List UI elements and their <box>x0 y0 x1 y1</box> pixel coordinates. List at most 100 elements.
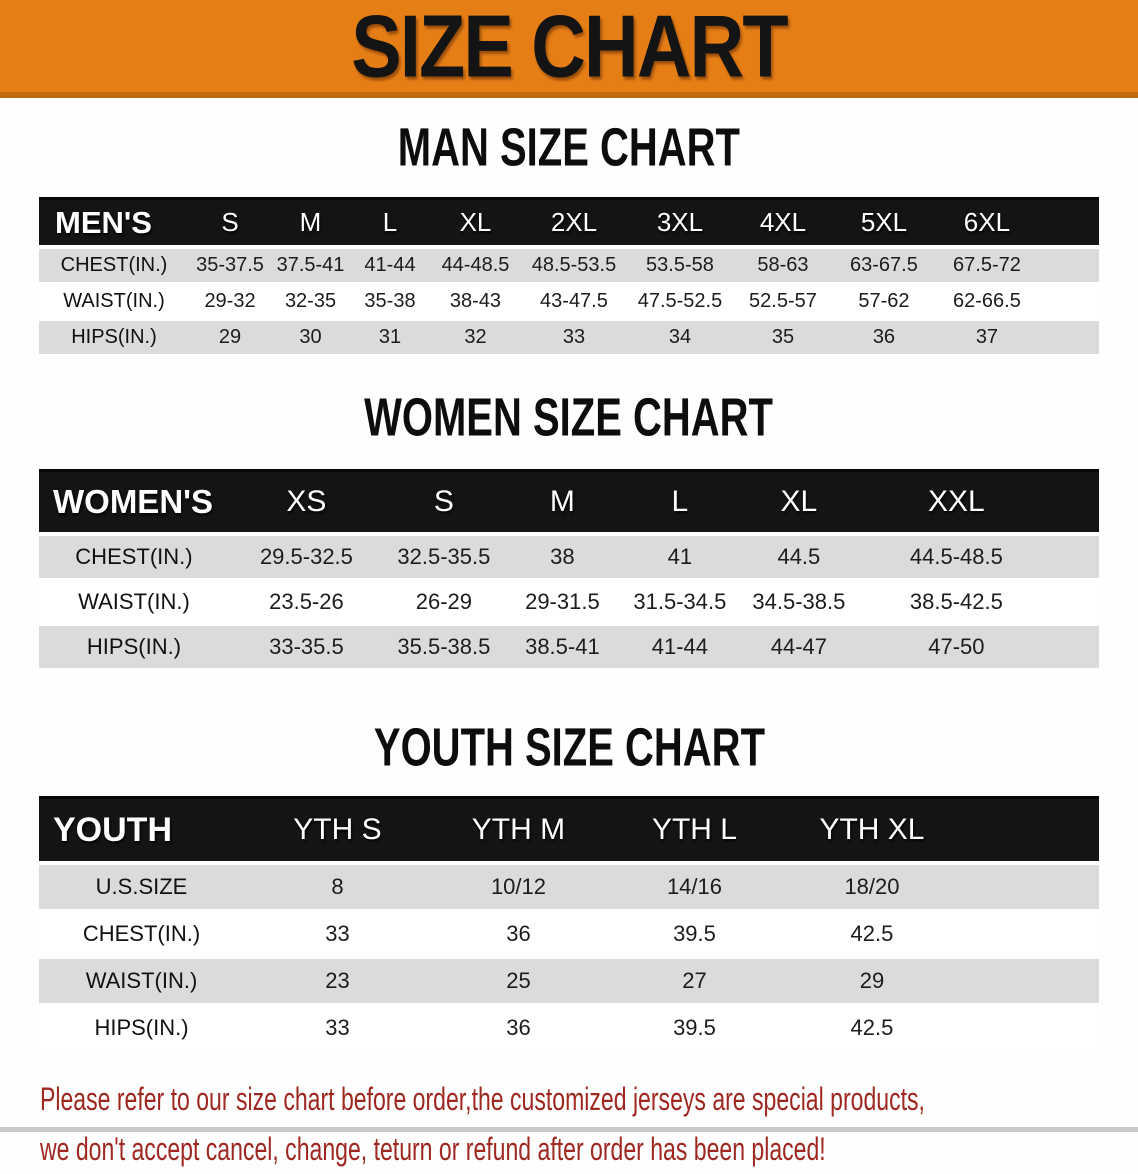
youth-size-column-header: YTH XL <box>782 796 961 865</box>
youth-size-value-cell: 33 <box>244 1003 431 1050</box>
men-size-value-cell: 29-32 <box>189 282 272 320</box>
men-section-heading-text: MAN SIZE CHART <box>397 116 741 178</box>
youth-size-table: YOUTH YTH S YTH M YTH L YTH XL U.S.SIZE 8 10/12… <box>39 796 1099 1050</box>
men-size-value-cell: 33 <box>520 318 627 354</box>
women-size-value-cell: 44.5 <box>738 532 859 580</box>
men-size-value-cell: 62-66.5 <box>934 282 1039 320</box>
women-size-value-cell: 41-44 <box>620 623 739 668</box>
men-size-value-cell: 32-35 <box>271 282 350 320</box>
men-measure-row-label: WAIST(IN.) <box>39 282 189 320</box>
men-size-value-cell: 31 <box>350 318 431 354</box>
men-corner-label: MEN'S <box>39 197 189 249</box>
men-size-value-cell: 35 <box>732 318 833 354</box>
men-measure-row-label: CHEST(IN.) <box>39 245 189 284</box>
youth-measure-row: CHEST(IN.) 33 36 39.5 42.5 <box>39 909 1099 958</box>
women-size-value-cell: 33-35.5 <box>228 623 384 668</box>
youth-size-value-cell: 33 <box>244 909 431 958</box>
youth-row-filler <box>960 956 1099 1005</box>
women-size-value-cell: 32.5-35.5 <box>383 532 504 580</box>
women-size-value-cell: 47-50 <box>858 623 1054 668</box>
women-header-filler <box>1053 469 1099 536</box>
women-size-value-cell: 38.5-42.5 <box>858 578 1054 625</box>
men-size-value-cell: 38-43 <box>430 282 521 320</box>
youth-size-value-cell: 18/20 <box>782 861 961 911</box>
men-section-heading: MAN SIZE CHART <box>0 116 1138 178</box>
youth-size-value-cell: 36 <box>430 909 606 958</box>
men-size-column-header: S <box>189 197 272 249</box>
youth-size-value-cell: 42.5 <box>782 909 961 958</box>
women-size-value-cell: 29-31.5 <box>503 578 621 625</box>
disclaimer-line-1: Please refer to our size chart before or… <box>40 1081 925 1117</box>
youth-measure-row: HIPS(IN.) 33 36 39.5 42.5 <box>39 1003 1099 1050</box>
youth-row-filler <box>960 861 1099 911</box>
bottom-divider <box>0 1127 1138 1132</box>
men-size-value-cell: 29 <box>189 318 272 354</box>
men-size-value-cell: 37 <box>934 318 1039 354</box>
youth-header-filler <box>960 796 1099 865</box>
men-size-value-cell: 57-62 <box>832 282 935 320</box>
men-size-column-header: 5XL <box>832 197 935 249</box>
banner-title: SIZE CHART <box>351 0 788 95</box>
men-size-value-cell: 58-63 <box>732 245 833 284</box>
men-measure-row: HIPS(IN.) 29 30 31 32 33 34 35 36 37 <box>39 318 1099 354</box>
men-measure-row-label: HIPS(IN.) <box>39 318 189 354</box>
men-size-value-cell: 30 <box>271 318 350 354</box>
youth-size-value-cell: 14/16 <box>605 861 783 911</box>
youth-measure-row-label: CHEST(IN.) <box>39 909 244 958</box>
youth-size-value-cell: 27 <box>605 956 783 1005</box>
women-size-value-cell: 44.5-48.5 <box>858 532 1054 580</box>
women-corner-label: WOMEN'S <box>39 469 229 536</box>
men-size-column-header: 2XL <box>520 197 627 249</box>
youth-size-value-cell: 29 <box>782 956 961 1005</box>
men-row-filler <box>1038 245 1099 284</box>
men-size-grid: MEN'S S M L XL 2XL 3XL 4XL 5XL 6XL CHEST(IN.) 35-37… <box>39 197 1099 354</box>
men-size-value-cell: 36 <box>832 318 935 354</box>
men-measure-row: CHEST(IN.) 35-37.5 37.5-41 41-44 44-48.5 48.5… <box>39 245 1099 284</box>
youth-size-column-header: YTH M <box>430 796 606 865</box>
men-size-value-cell: 47.5-52.5 <box>626 282 733 320</box>
men-size-column-header: M <box>271 197 350 249</box>
men-size-value-cell: 53.5-58 <box>626 245 733 284</box>
youth-size-value-cell: 39.5 <box>605 909 783 958</box>
men-size-value-cell: 63-67.5 <box>832 245 935 284</box>
women-size-value-cell: 38 <box>503 532 621 580</box>
men-size-value-cell: 43-47.5 <box>520 282 627 320</box>
women-size-value-cell: 41 <box>620 532 739 580</box>
youth-size-value-cell: 8 <box>244 861 431 911</box>
youth-section-heading: YOUTH SIZE CHART <box>0 716 1138 778</box>
women-size-value-cell: 34.5-38.5 <box>738 578 859 625</box>
women-row-filler <box>1053 532 1099 580</box>
women-size-value-cell: 23.5-26 <box>228 578 384 625</box>
youth-size-value-cell: 23 <box>244 956 431 1005</box>
women-size-column-header: XXL <box>858 469 1054 536</box>
youth-size-column-header: YTH S <box>244 796 431 865</box>
order-disclaimer: Please refer to our size chart before or… <box>40 1074 1138 1174</box>
women-size-value-cell: 31.5-34.5 <box>620 578 739 625</box>
men-size-value-cell: 37.5-41 <box>271 245 350 284</box>
women-size-column-header: M <box>503 469 621 536</box>
youth-measure-row: U.S.SIZE 8 10/12 14/16 18/20 <box>39 861 1099 911</box>
women-measure-row-label: CHEST(IN.) <box>39 532 229 580</box>
youth-size-value-cell: 25 <box>430 956 606 1005</box>
youth-corner-label: YOUTH <box>39 796 244 865</box>
women-size-value-cell: 29.5-32.5 <box>228 532 384 580</box>
men-row-filler <box>1038 318 1099 354</box>
men-row-filler <box>1038 282 1099 320</box>
youth-header-row: YOUTH YTH S YTH M YTH L YTH XL <box>39 796 1099 865</box>
youth-row-filler <box>960 1003 1099 1050</box>
youth-size-grid: YOUTH YTH S YTH M YTH L YTH XL U.S.SIZE 8 10/12… <box>39 796 1099 1050</box>
men-size-value-cell: 35-38 <box>350 282 431 320</box>
women-measure-row: CHEST(IN.) 29.5-32.5 32.5-35.5 38 41 44.5 44.5… <box>39 532 1099 580</box>
women-size-value-cell: 35.5-38.5 <box>383 623 504 668</box>
youth-size-value-cell: 36 <box>430 1003 606 1050</box>
women-row-filler <box>1053 578 1099 625</box>
women-size-value-cell: 26-29 <box>383 578 504 625</box>
men-header-row: MEN'S S M L XL 2XL 3XL 4XL 5XL 6XL <box>39 197 1099 249</box>
men-size-value-cell: 34 <box>626 318 733 354</box>
men-size-column-header: L <box>350 197 431 249</box>
women-size-table: WOMEN'S XS S M L XL XXL CHEST(IN.) 29.5-32.5 32.5… <box>39 469 1099 668</box>
women-measure-row-label: HIPS(IN.) <box>39 623 229 668</box>
women-size-column-header: L <box>620 469 739 536</box>
youth-section-heading-text: YOUTH SIZE CHART <box>373 716 765 778</box>
women-size-column-header: XL <box>738 469 859 536</box>
